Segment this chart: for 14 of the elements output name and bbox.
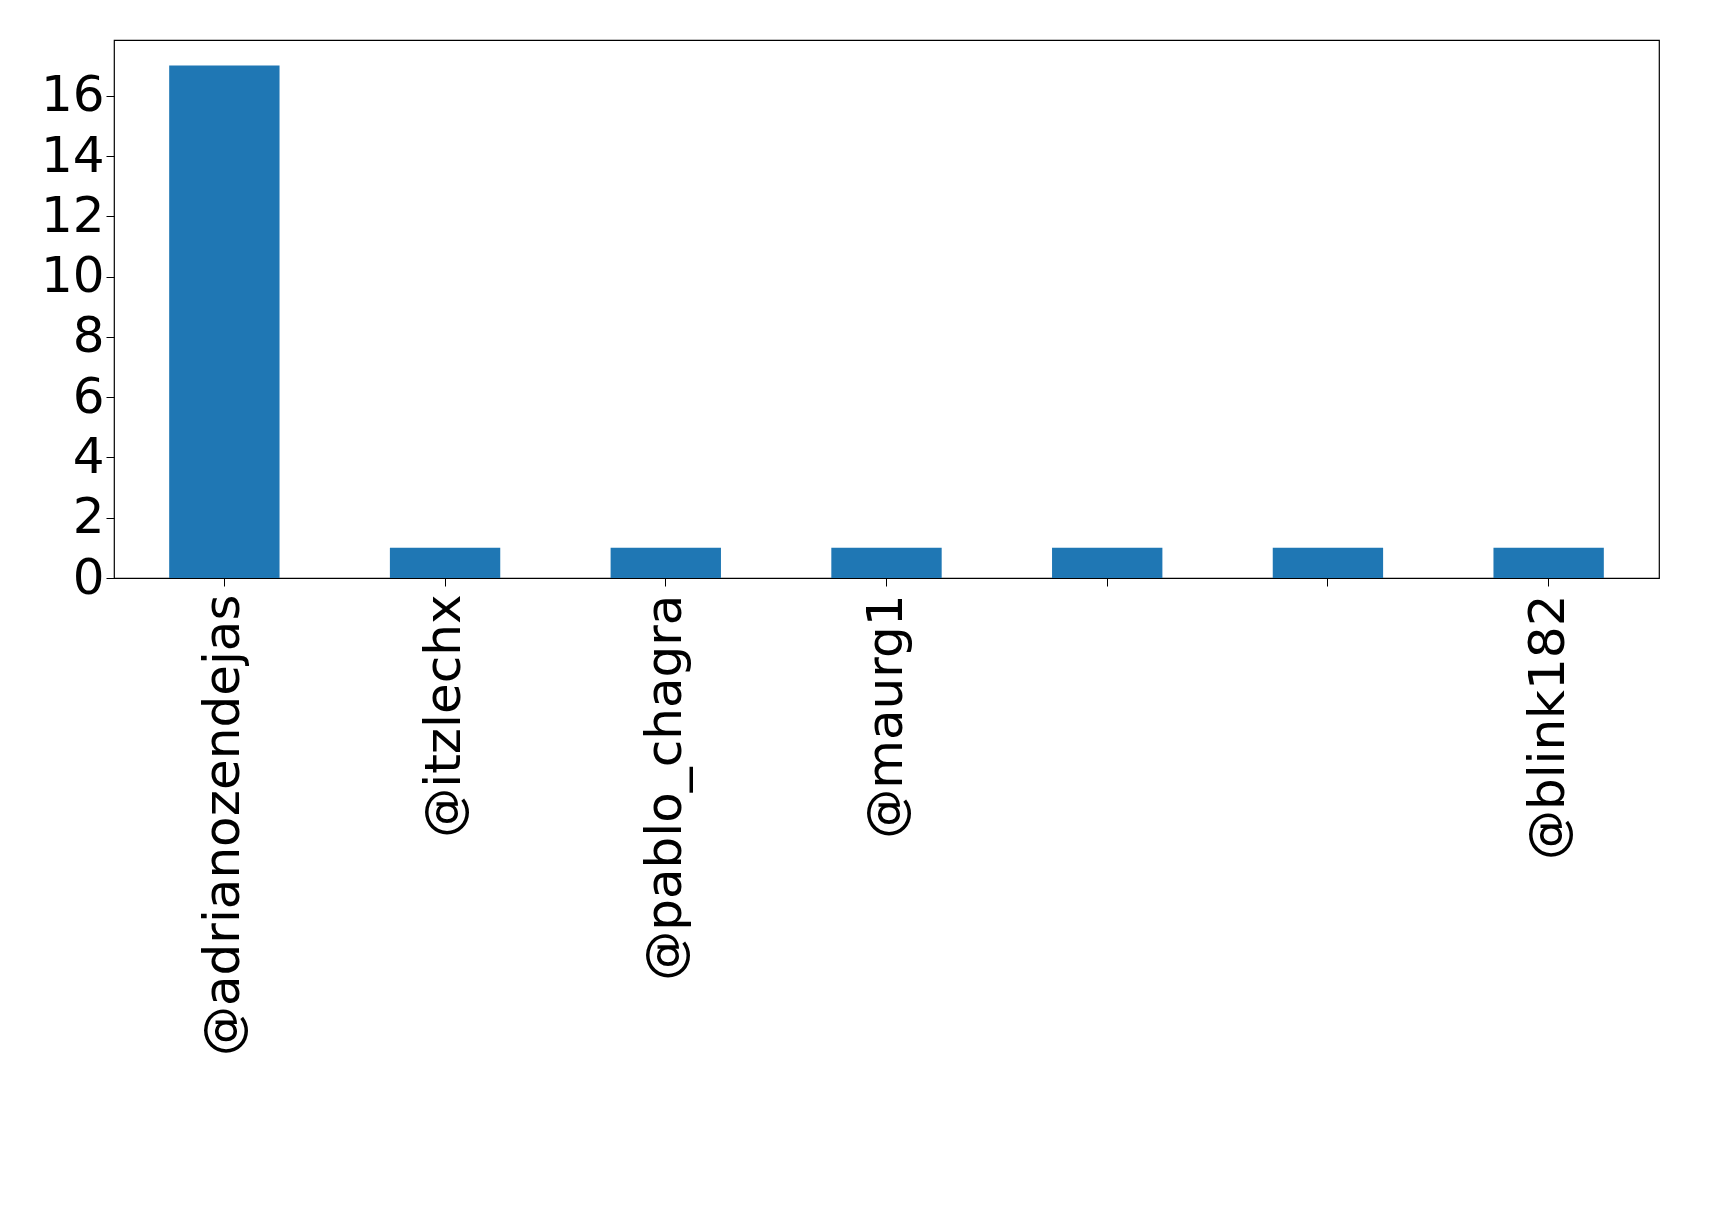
y-tick-label: 0 — [72, 547, 105, 606]
y-tick-label: 6 — [72, 366, 105, 425]
y-tick-label: 8 — [72, 306, 105, 365]
x-tick-label: @maurg1 — [855, 594, 914, 839]
x-tick-label: @itzlechx — [414, 594, 473, 838]
x-tick-label: @blink182 — [1517, 594, 1576, 861]
x-tick-label: @adrianozendejas — [193, 594, 252, 1057]
x-tick-label: @pablo_chagra — [634, 594, 693, 981]
y-tick-label: 14 — [40, 125, 105, 184]
y-tick-label: 10 — [40, 246, 105, 305]
y-tick-label: 16 — [40, 65, 105, 124]
y-tick-label: 2 — [72, 487, 105, 546]
y-tick-label: 12 — [40, 185, 105, 244]
y-tick-label: 4 — [72, 426, 105, 485]
